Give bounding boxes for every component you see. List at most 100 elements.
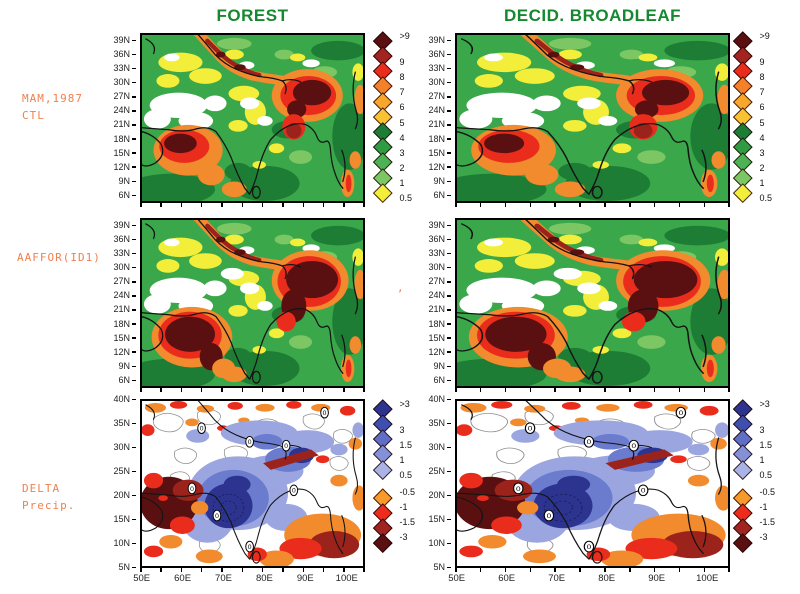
zero-contour-label: 0 [212,509,222,522]
axis-tick [653,568,656,572]
axis-tick [479,568,482,572]
lat-tick-label: 35N [113,419,136,428]
lat-tick-label: 27N [113,92,136,101]
axis-tick [653,203,656,207]
axis-tick [160,388,162,392]
axis-tick [261,203,264,207]
lat-axis-map-panel-aaffor-forest: 39N 36N 33N 30N 27N 24N 21N 18N 15N 12N 9N 6N [100,221,136,385]
lat-tick-label: 21N [113,120,136,129]
legend-level-label: 1 [399,455,405,466]
axis-tick [604,568,606,572]
column-title-forest: FOREST [216,6,289,25]
lat-tick-label: 36N [428,50,451,59]
dry-patches [459,234,728,354]
lat-tick-label: 18N [428,319,451,329]
stray-comma-mark: , [397,281,404,294]
axis-tick [703,568,706,572]
zero-contour-label: 0 [583,435,595,448]
legend-level-label: 1.5 [759,439,773,450]
legend-row: -3 [373,532,415,553]
svg-text:0: 0 [587,543,592,551]
svg-text:0: 0 [547,512,552,520]
lat-tick-label: 9N [433,176,451,186]
axis-tick [221,388,223,392]
axis-tick [504,568,507,572]
legend-row: >3 [733,398,775,419]
axis-tick [343,568,345,572]
lat-tick-label: 33N [113,249,136,258]
zero-contour-label: 0 [512,482,524,495]
legend-level-label: 6 [759,102,765,113]
map-panel-aaffor-decid [455,218,730,388]
legend-row: 0.5 [373,182,412,203]
legend-level-label: 9 [759,56,765,67]
axis-tick [282,388,284,392]
axis-tick [604,203,606,207]
legend-level-label: >3 [399,398,410,409]
zero-contour-label: 0 [524,422,536,434]
svg-text:0: 0 [284,443,288,450]
lat-tick-label: 24N [113,106,136,115]
svg-text:0: 0 [200,426,204,433]
row-label-delta-precip: DELTA Precip. [22,480,75,514]
lat-axis-map-panel-delta-decid: 40N 35N 30N 25N 20N 15N 10N 5N [415,395,451,572]
lon-tick-label: 80E [598,573,616,584]
axis-tick [678,388,681,392]
legend-diamond [373,459,393,479]
axis-tick [363,388,365,392]
legend-row: 9 [733,46,772,67]
legend-row: 3 [373,414,415,435]
axis-tick [504,203,507,207]
legend-row: 2 [733,152,772,173]
legend-precip-forest: >9 9 8 7 6 5 4 3 2 1 0.5 [373,30,412,203]
legend-level-label: -0.5 [759,486,776,497]
lat-tick-label: 15N [428,333,451,343]
zero-contour-label: 0 [245,540,254,553]
lat-tick-label: 21N [428,120,451,129]
legend-level-label: 5 [399,117,405,128]
legend-level-label: >9 [399,30,410,41]
legend-row: 1.5 [373,429,415,450]
lat-tick-label: 25N [113,467,136,476]
axis-tick [728,203,730,207]
legend-level-label: 0.5 [399,470,413,481]
lon-tick-label: 70E [215,573,232,584]
lat-tick-label: 12N [428,162,451,172]
coastline [457,220,723,384]
legend-level-label: 1 [399,178,405,189]
axis-tick [160,568,162,572]
zero-contour-label: 0 [187,482,197,495]
row-label-line: DELTA [22,482,61,495]
legend-level-label: >3 [759,398,770,409]
map-panel-delta-forest: 0 0 0 0 0 0 0 0 [140,399,365,568]
lat-tick-label: 30N [113,78,136,87]
lat-tick-label: 18N [428,134,451,144]
axis-tick [343,203,345,207]
axis-tick [579,568,581,572]
legend-row: 1 [733,444,775,465]
axis-tick [455,203,457,207]
x-axis-ticks [140,568,365,572]
lat-tick-label: 30N [428,263,451,272]
lon-tick-label: 50E [133,573,151,584]
delta-precip-map: 0 0 0 0 0 0 0 0 [457,401,728,566]
lat-tick-label: 30N [113,263,136,272]
axis-tick [703,203,706,207]
lat-tick-label: 20N [428,491,451,500]
axis-tick [221,203,223,207]
axis-tick [241,388,244,392]
legend-diamond [733,459,753,479]
zero-contour-label: 0 [245,435,254,448]
axis-tick [504,388,507,392]
legend-level-label: 3 [399,424,405,435]
lat-tick-label: 27N [428,92,451,101]
legend-row: 3 [373,137,412,158]
legend-precip-decid: >9 9 8 7 6 5 4 3 2 1 0.5 [733,31,772,203]
negative-delta-warm [457,449,728,566]
legend-level-label: 8 [399,71,405,82]
legend-level-label: 1 [759,178,765,189]
heavy-precip-regions [471,35,728,198]
axis-tick [140,388,142,392]
legend-row: >9 [733,31,772,51]
lat-tick-label: 15N [113,515,136,524]
